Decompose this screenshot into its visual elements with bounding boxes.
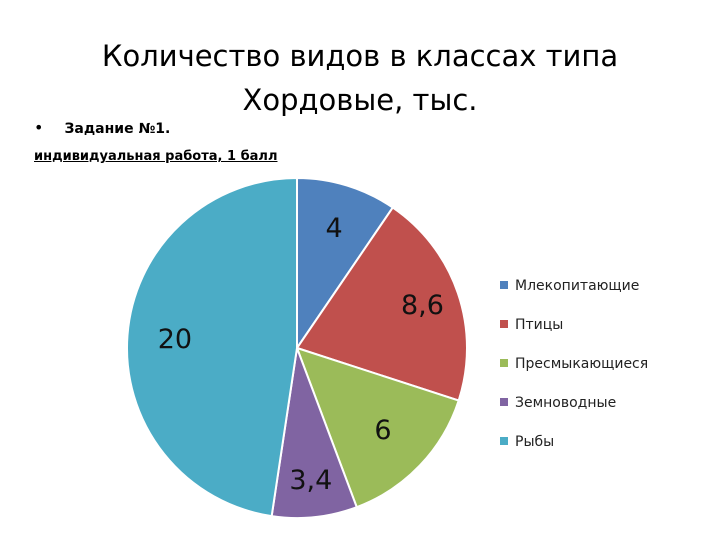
slice-data-label: 8,6 — [401, 290, 444, 321]
task-label: Задание №1. — [64, 121, 171, 137]
task-subtitle: индивидуальная работа, 1 балл — [34, 149, 278, 164]
legend-entry: Млекопитающие — [515, 278, 639, 294]
pie-slice-1 — [296, 176, 395, 352]
chart-legend: Млекопитающие Птицы Пресмыкающиеся Земновод… — [500, 278, 648, 450]
pie-slices — [126, 176, 468, 519]
pie-labels: 4 8,6 6 3,4 20 — [158, 213, 444, 496]
legend-swatch — [500, 320, 508, 328]
slice-data-label: 6 — [374, 415, 391, 446]
pie-slice-3 — [295, 346, 460, 509]
slice-data-label: 4 — [325, 213, 342, 244]
task-bullet-item: • Задание №1. — [34, 118, 170, 137]
legend-entry: Земноводные — [515, 395, 616, 411]
title-line-1: Количество видов в классах типа — [101, 39, 619, 73]
legend-entry: Пресмыкающиеся — [515, 356, 648, 372]
slice-data-label: 20 — [158, 324, 192, 355]
title-line-2: Хордовые, тыс. — [242, 83, 478, 117]
legend-swatch — [500, 281, 508, 289]
legend-swatch — [500, 437, 508, 445]
legend-entry: Рыбы — [515, 434, 554, 450]
bullet-icon: • — [34, 118, 44, 137]
slide-title: Количество видов в классах типа Хордовые… — [60, 34, 660, 122]
legend-swatch — [500, 398, 508, 406]
pie-slice-5 — [126, 176, 298, 518]
legend-entry: Птицы — [515, 317, 563, 333]
slice-data-label: 3,4 — [289, 465, 332, 496]
legend-swatch — [500, 359, 508, 367]
pie-slice-2 — [295, 206, 468, 402]
